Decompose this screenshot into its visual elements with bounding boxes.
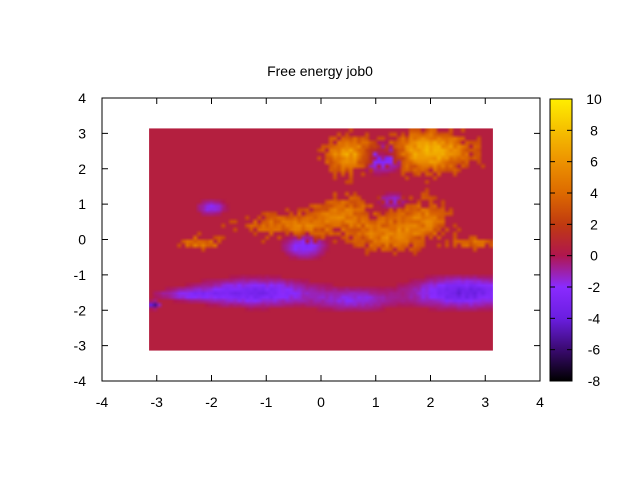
colorbar-tick-label: -4: [588, 310, 601, 326]
colorbar-tick-label: 0: [590, 248, 598, 264]
colorbar: -8 -6 -4 -2 0 2 4 6 8 10: [549, 91, 602, 389]
x-tick-label: 1: [372, 394, 380, 410]
colorbar-tick-label: 10: [586, 91, 602, 107]
x-tick-label: 3: [481, 394, 489, 410]
x-tick-label: 2: [427, 394, 435, 410]
y-tick-label: 2: [78, 161, 86, 177]
y-tick-label: -4: [74, 373, 87, 389]
colorbar-tick-label: 8: [590, 122, 598, 138]
heatmap-surface: [149, 128, 493, 351]
y-tick-label: 0: [78, 232, 86, 248]
axis-ticks: -4 -3 -2 -1 0 1 2 3 4 -4 -3 -2 -1 0 1 2 3 4: [74, 90, 545, 410]
colorbar-tick-label: 2: [590, 216, 598, 232]
x-tick-label: 4: [536, 394, 544, 410]
heatmap-image: [149, 128, 493, 351]
y-tick-label: 3: [78, 125, 86, 141]
colorbar-tick-label: -6: [588, 342, 601, 358]
y-tick-label: -1: [74, 267, 87, 283]
y-tick-label: 4: [78, 90, 86, 106]
y-tick-label: 1: [78, 196, 86, 212]
colorbar-tick-label: 4: [590, 185, 598, 201]
colorbar-tick-label: -8: [588, 373, 601, 389]
y-tick-label: -2: [74, 302, 87, 318]
chart-title: Free energy job0: [267, 63, 373, 79]
colorbar-tick-label: -2: [588, 279, 601, 295]
x-tick-label: -4: [96, 394, 109, 410]
colorbar-tick-label: 6: [590, 154, 598, 170]
x-tick-label: -1: [260, 394, 273, 410]
x-tick-label: -3: [151, 394, 164, 410]
x-tick-label: -2: [205, 394, 218, 410]
x-tick-label: 0: [317, 394, 325, 410]
colorbar-gradient: [549, 98, 573, 382]
y-tick-label: -3: [74, 338, 87, 354]
